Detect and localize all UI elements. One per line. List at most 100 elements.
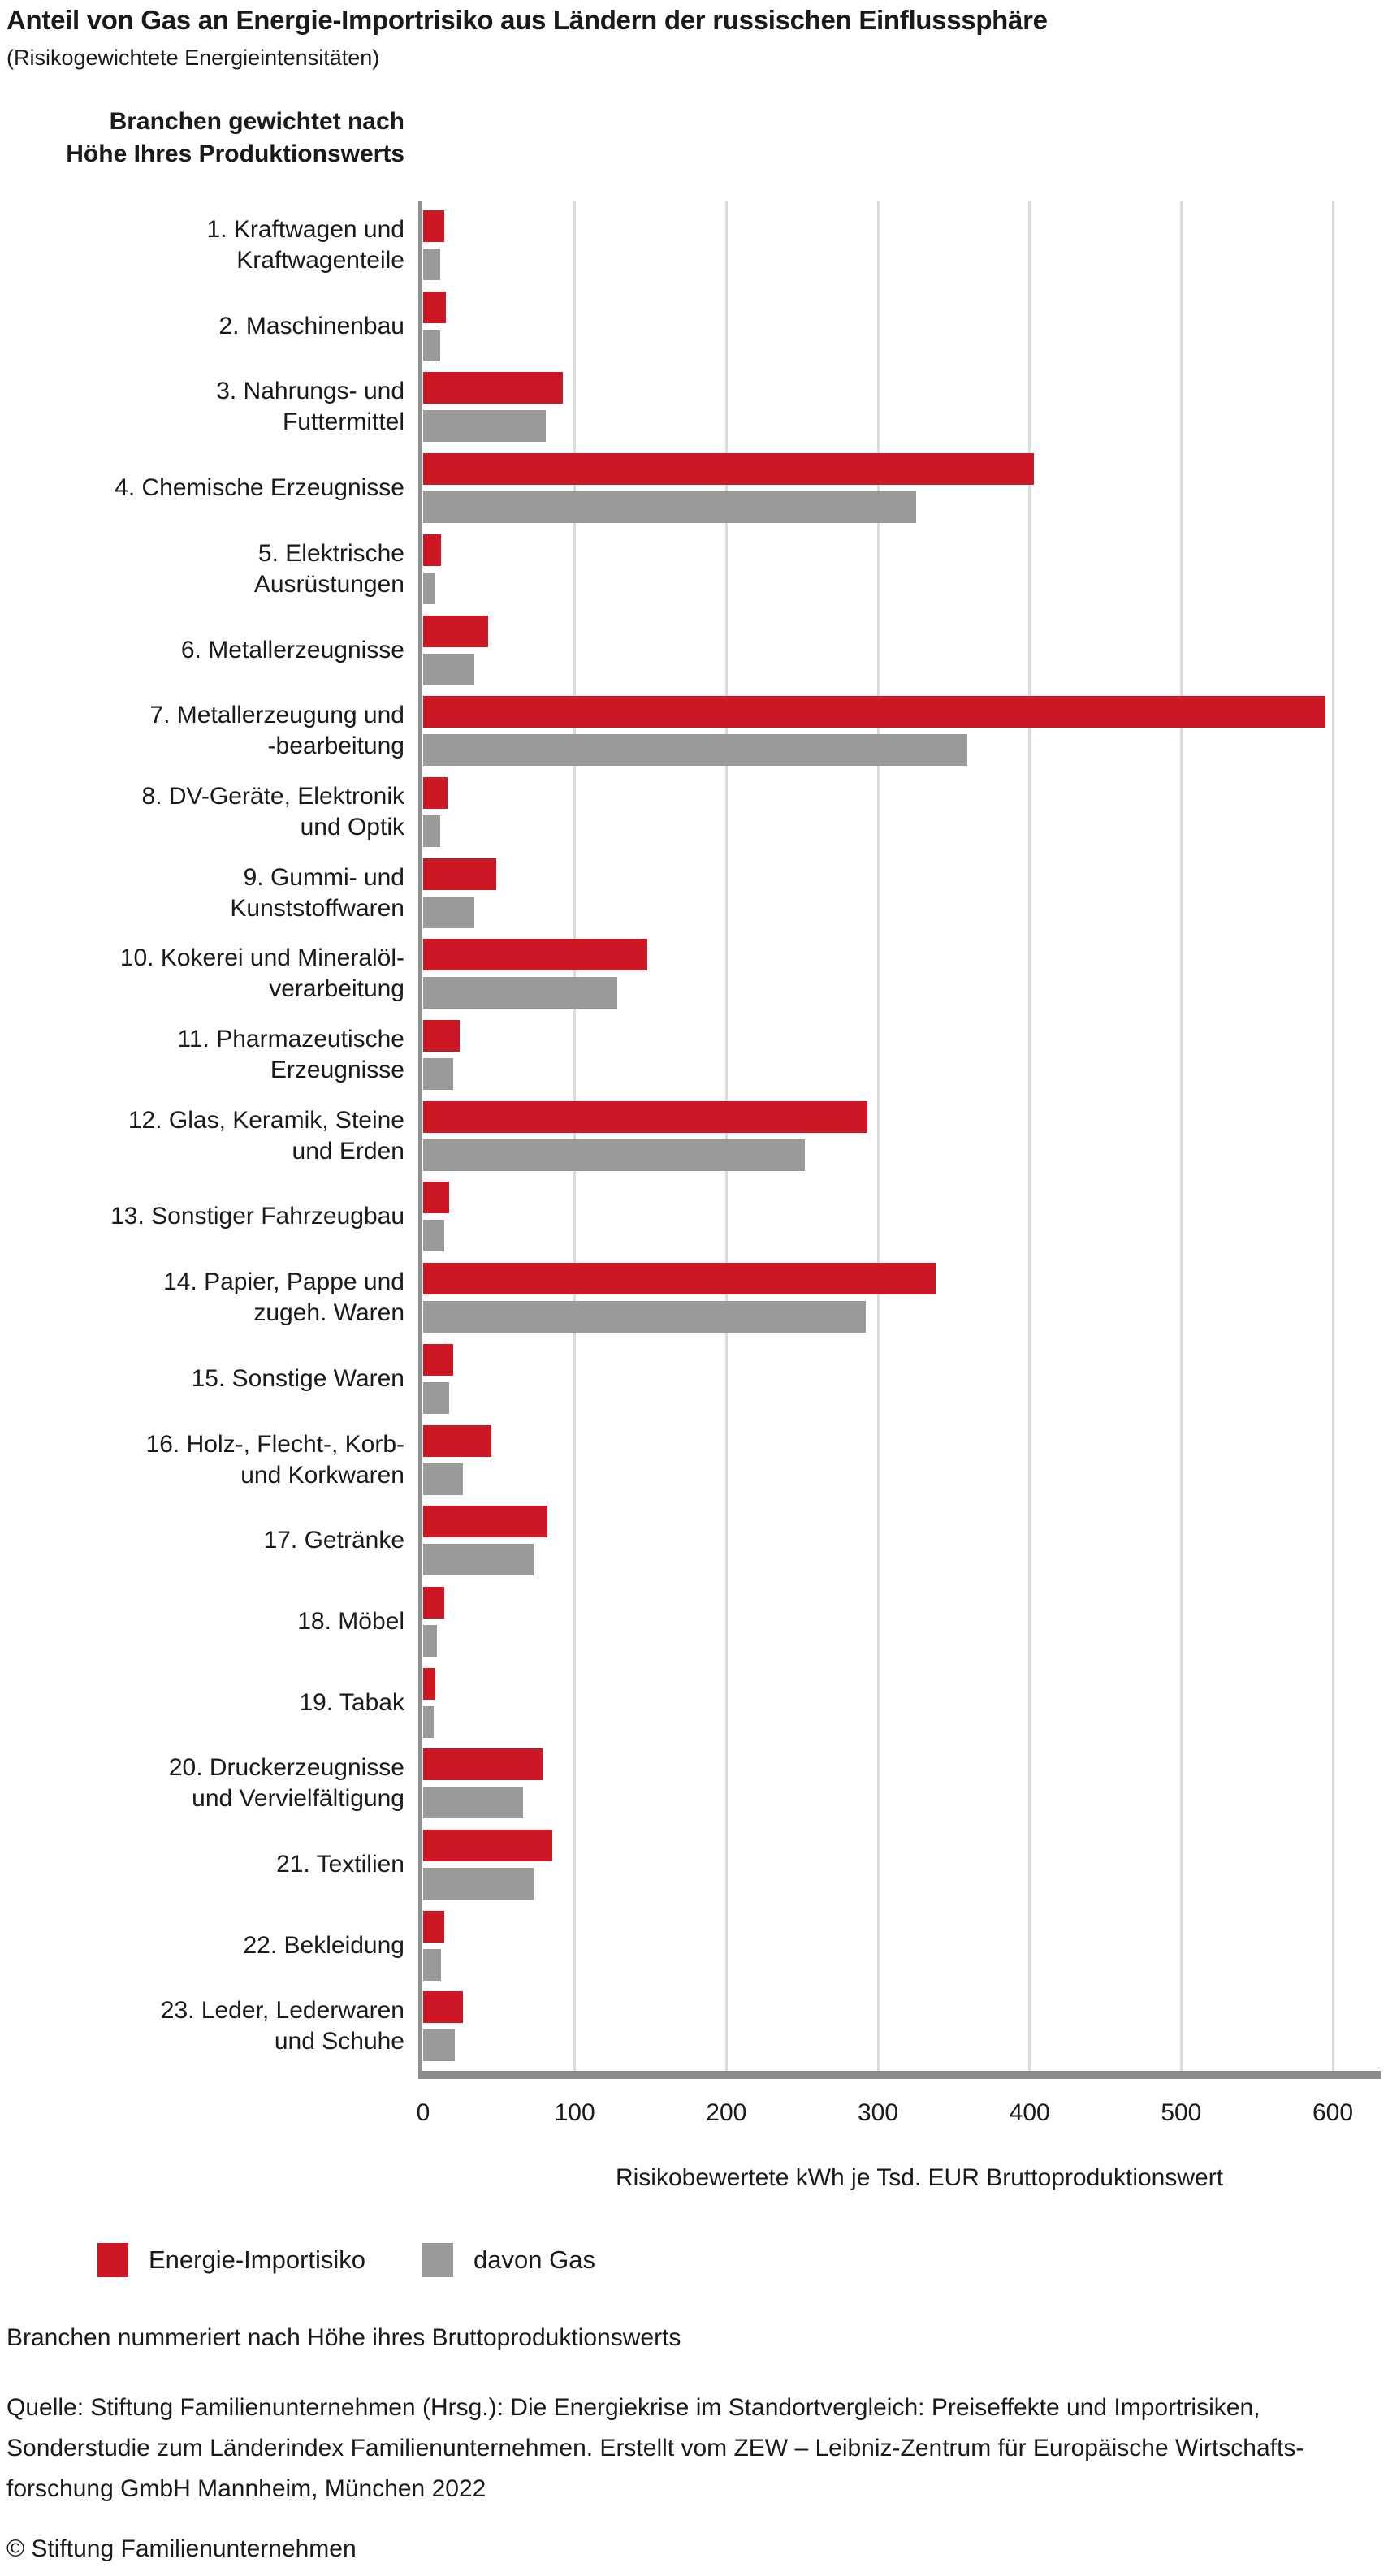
legend-swatch-davon-gas (422, 2243, 454, 2277)
bar-davon-gas-8 (423, 815, 440, 847)
category-label: 10. Kokerei und Mineralöl- verarbeitung (119, 944, 404, 1002)
gridline-600 (1331, 201, 1334, 2072)
category-label: 8. DV-Geräte, Elektronik und Optik (141, 783, 404, 841)
legend-label-energie-importrisiko: Energie-Importisiko (149, 2245, 366, 2274)
bar-davon-gas-21 (423, 1868, 534, 1900)
category-label: 22. Bekleidung (243, 1932, 405, 1959)
x-tick-label-100: 100 (554, 2099, 595, 2126)
bar-davon-gas-5 (423, 573, 435, 604)
bar-davon-gas-12 (423, 1139, 805, 1171)
bar-davon-gas-17 (423, 1544, 534, 1575)
category-label: 9. Gummi- und Kunststoffwaren (230, 864, 404, 922)
category-label: 21. Textilien (276, 1851, 404, 1878)
gridline-400 (1028, 201, 1031, 2072)
chart-subtitle: (Risikogewichtete Energieintensitäten) (6, 45, 380, 70)
legend-label-davon-gas: davon Gas (473, 2245, 595, 2274)
bar-energie-importrisiko-16 (423, 1425, 491, 1457)
category-label: 15. Sonstige Waren (191, 1365, 404, 1392)
bar-davon-gas-19 (423, 1706, 434, 1738)
bar-energie-importrisiko-12 (423, 1101, 867, 1133)
bar-energie-importrisiko-8 (423, 777, 448, 809)
category-label: 19. Tabak (299, 1689, 404, 1716)
category-label: 12. Glas, Keramik, Steine und Erden (128, 1107, 404, 1165)
x-tick-label-300: 300 (857, 2099, 899, 2126)
gridline-500 (1179, 201, 1183, 2072)
bar-davon-gas-23 (423, 2029, 455, 2061)
bar-davon-gas-16 (423, 1463, 463, 1495)
source-line1: Quelle: Stiftung Familienunternehmen (Hr… (6, 2394, 1260, 2421)
footnote: Branchen nummeriert nach Höhe ihres Brut… (6, 2324, 681, 2351)
x-tick-label-0: 0 (416, 2099, 430, 2126)
category-label: 17. Getränke (263, 1527, 404, 1554)
category-label: 14. Papier, Pappe und zugeh. Waren (163, 1269, 404, 1326)
x-axis-label: Risikobewertete kWh je Tsd. EUR Bruttopr… (615, 2164, 1224, 2191)
bar-energie-importrisiko-18 (423, 1587, 444, 1619)
bar-davon-gas-4 (423, 491, 916, 523)
gridline-100 (573, 201, 577, 2072)
gridline-300 (876, 201, 880, 2072)
bar-energie-importrisiko-22 (423, 1911, 444, 1943)
category-axis-header: Branchen gewichtet nach Höhe Ihres Produ… (0, 106, 404, 171)
bar-davon-gas-13 (423, 1220, 444, 1251)
x-tick-label-600: 600 (1312, 2099, 1354, 2126)
bar-energie-importrisiko-9 (423, 858, 496, 890)
x-tick-label-400: 400 (1009, 2099, 1050, 2126)
bar-energie-importrisiko-6 (423, 616, 488, 647)
bar-davon-gas-7 (423, 734, 967, 766)
legend-swatch-energie-importrisiko (97, 2243, 128, 2277)
bar-davon-gas-20 (423, 1787, 523, 1818)
bar-davon-gas-15 (423, 1382, 449, 1414)
bar-energie-importrisiko-19 (423, 1668, 435, 1700)
category-label: 20. Druckerzeugnisse und Vervielfältigun… (168, 1754, 404, 1812)
source-line3: forschung GmbH Mannheim, München 2022 (6, 2475, 486, 2502)
bar-davon-gas-14 (423, 1301, 866, 1333)
category-label: 3. Nahrungs- und Futtermittel (216, 378, 404, 435)
bar-energie-importrisiko-5 (423, 534, 441, 566)
bar-davon-gas-3 (423, 410, 546, 442)
category-label: 13. Sonstiger Fahrzeugbau (110, 1203, 404, 1230)
bar-davon-gas-2 (423, 330, 440, 361)
bar-davon-gas-11 (423, 1058, 453, 1090)
x-axis-line (418, 2071, 1381, 2080)
bar-davon-gas-10 (423, 977, 617, 1009)
bar-energie-importrisiko-3 (423, 372, 563, 404)
bar-davon-gas-6 (423, 654, 474, 685)
category-label: 5. Elektrische Ausrüstungen (253, 540, 404, 598)
chart-title: Anteil von Gas an Energie-Importrisiko a… (6, 5, 1048, 35)
category-axis-header-line1: Branchen gewichtet nach (109, 108, 404, 135)
category-label: 18. Möbel (297, 1608, 404, 1635)
bar-energie-importrisiko-20 (423, 1748, 543, 1780)
legend: Energie-Importisiko davon Gas (97, 2243, 595, 2277)
bar-davon-gas-18 (423, 1625, 437, 1657)
bar-chart-plot-area: 1. Kraftwagen und Kraftwagenteile 2. Masc… (0, 201, 1388, 2167)
category-label: 11. Pharmazeutische Erzeugnisse (177, 1026, 404, 1083)
copyright: © Stiftung Familienunternehmen (6, 2535, 357, 2562)
category-label: 16. Holz-, Flecht-, Korb- und Korkwaren (145, 1431, 404, 1489)
category-label: 23. Leder, Lederwaren und Schuhe (160, 1997, 404, 2055)
x-tick-label-200: 200 (706, 2099, 747, 2126)
gridline-200 (724, 201, 728, 2072)
y-axis-line (418, 201, 422, 2072)
x-axis-tick-labels: 0 100 200 300 400 500 600 (0, 2099, 1388, 2132)
bar-energie-importrisiko-4 (423, 453, 1034, 485)
category-label: 2. Maschinenbau (218, 313, 405, 339)
category-label: 1. Kraftwagen und Kraftwagenteile (206, 216, 404, 274)
bar-davon-gas-22 (423, 1949, 441, 1981)
bar-energie-importrisiko-7 (423, 696, 1325, 728)
bar-energie-importrisiko-15 (423, 1344, 453, 1376)
source-note: Quelle: Stiftung Familienunternehmen (Hr… (6, 2388, 1304, 2509)
x-tick-label-500: 500 (1161, 2099, 1202, 2126)
category-label: 4. Chemische Erzeugnisse (115, 474, 404, 501)
category-label: 7. Metallerzeugung und -bearbeitung (149, 702, 404, 759)
bar-energie-importrisiko-13 (423, 1182, 449, 1213)
bar-energie-importrisiko-11 (423, 1020, 460, 1052)
bar-energie-importrisiko-2 (423, 292, 446, 323)
bar-davon-gas-9 (423, 897, 474, 928)
bar-energie-importrisiko-23 (423, 1991, 463, 2023)
bar-energie-importrisiko-21 (423, 1830, 552, 1861)
bar-davon-gas-1 (423, 249, 440, 280)
bar-energie-importrisiko-17 (423, 1506, 547, 1537)
bar-energie-importrisiko-10 (423, 939, 647, 970)
bar-energie-importrisiko-1 (423, 210, 444, 242)
